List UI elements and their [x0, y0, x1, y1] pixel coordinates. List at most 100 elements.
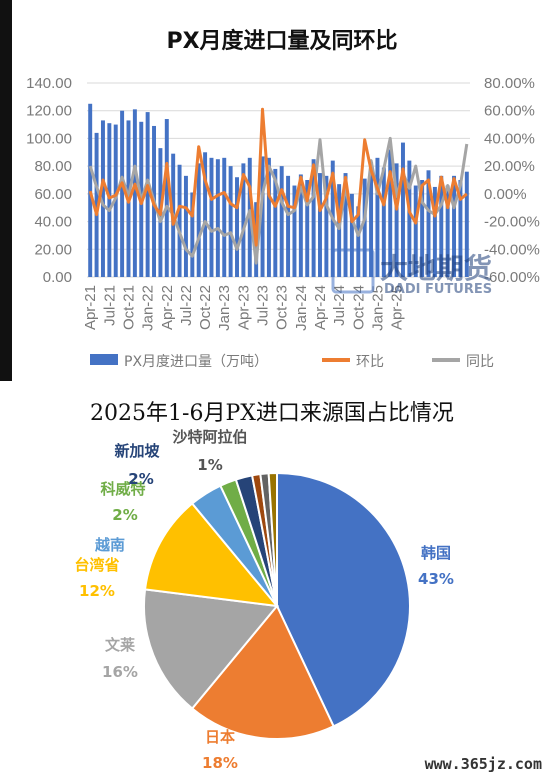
- right-tick-label: 20.00%: [484, 158, 535, 175]
- import-bar: [260, 156, 265, 277]
- chart1-title: PX月度进口量及同环比: [166, 28, 397, 54]
- import-bar: [400, 142, 405, 277]
- import-bar: [369, 161, 374, 277]
- pie-value-label: 2%: [112, 506, 137, 524]
- import-bar: [183, 175, 188, 277]
- import-bar: [222, 157, 227, 277]
- x-tick-label: Jan-25: [369, 285, 386, 331]
- left-tick-label: 0.00: [43, 269, 72, 286]
- import-bar: [215, 159, 220, 277]
- import-bar: [420, 180, 425, 277]
- import-bar: [445, 185, 450, 277]
- pie-slice: [143, 588, 279, 710]
- pie-value-label: 2%: [128, 470, 153, 488]
- import-bar: [228, 166, 233, 277]
- site-watermark: www.365jz.com: [424, 755, 542, 773]
- import-bar: [190, 192, 195, 277]
- import-bar: [324, 175, 329, 277]
- legend-item: PX月度进口量（万吨）: [90, 354, 268, 370]
- import-bar: [298, 174, 303, 277]
- import-bar: [305, 180, 310, 277]
- mom-line: [88, 107, 468, 247]
- import-bar: [394, 163, 399, 277]
- import-bar: [292, 185, 297, 277]
- import-bar: [164, 119, 169, 278]
- import-bar: [94, 132, 99, 277]
- pie-slice: [276, 471, 411, 728]
- chart1-left-axis: 0.00 20.00 40.00 60.00 80.00 100.00 120.00 140.…: [26, 75, 72, 286]
- x-tick-label: Oct-23: [274, 285, 291, 330]
- import-bar: [241, 163, 246, 277]
- import-bar: [177, 164, 182, 277]
- legend-label: PX月度进口量（万吨）: [124, 354, 268, 370]
- legend-label: 环比: [356, 354, 384, 370]
- pie-value-label: 1%: [197, 456, 222, 474]
- watermark: 大地期货 DADI FUTURES: [331, 248, 492, 297]
- left-tick-label: 60.00: [34, 186, 72, 203]
- import-bar: [209, 157, 214, 277]
- right-tick-label: -20.00%: [484, 214, 540, 231]
- chart1-x-axis: Apr-21 Jul-21 Oct-21 Jan-22 Apr-22 Jul-22 Oct-…: [82, 285, 405, 331]
- left-tick-label: 140.00: [26, 75, 72, 92]
- right-tick-label: 40.00%: [484, 130, 535, 147]
- import-bar: [273, 168, 278, 277]
- pie-value-label: 43%: [418, 570, 454, 588]
- legend-label: 同比: [466, 354, 494, 370]
- x-tick-label: Apr-22: [159, 285, 176, 330]
- right-tick-label: -60.00%: [484, 269, 540, 286]
- import-bar: [132, 109, 137, 277]
- pie-value-label: 12%: [79, 582, 115, 600]
- left-tick-label: 100.00: [26, 130, 72, 147]
- import-bar: [458, 180, 463, 277]
- import-bar: [356, 206, 361, 277]
- import-bar: [235, 177, 239, 277]
- import-bar: [388, 149, 393, 277]
- right-tick-label: 80.00%: [484, 75, 535, 92]
- import-bar: [279, 166, 284, 277]
- pie-slice: [267, 471, 278, 607]
- x-tick-label: Jul-24: [331, 285, 348, 326]
- import-bar: [381, 167, 386, 277]
- pie-value-label: 16%: [102, 663, 138, 681]
- left-tick-label: 40.00: [34, 214, 72, 231]
- pie-slice: [143, 502, 280, 608]
- pie-category-label: 科威特: [100, 480, 145, 498]
- chart1-lines: [88, 107, 469, 265]
- left-tick-label: 120.00: [26, 103, 72, 120]
- import-bar: [88, 103, 93, 278]
- x-tick-label: Apr-25: [389, 285, 406, 330]
- x-tick-label: Apr-21: [82, 285, 99, 330]
- x-tick-label: Oct-24: [350, 285, 367, 330]
- import-bar: [464, 171, 469, 277]
- x-tick-label: Jul-23: [255, 285, 272, 326]
- pie-category-label: 日本: [205, 728, 235, 746]
- chart1-right-axis: -60.00% -40.00% -20.00% 0.00% 20.00% 40.00% 60…: [484, 75, 540, 286]
- px-source-pie-chart: 2025年1-6月PX进口来源国占比情况 韩国 43% 日本 18% 文莱 16% 台湾省 1…: [74, 401, 454, 772]
- watermark-logo-icon: [331, 248, 375, 294]
- chart2-title: 2025年1-6月PX进口来源国占比情况: [90, 401, 454, 426]
- import-bar: [318, 173, 322, 277]
- import-bar: [100, 120, 105, 278]
- x-tick-label: Jul-22: [178, 285, 195, 326]
- import-bar: [145, 112, 150, 277]
- watermark-cn: 大地期货: [380, 252, 492, 285]
- pie-category-label: 韩国: [421, 544, 451, 562]
- right-tick-label: -40.00%: [484, 241, 540, 258]
- import-bar: [362, 178, 367, 277]
- legend-item: 环比: [322, 354, 384, 370]
- import-bar: [286, 175, 291, 277]
- import-bar: [407, 160, 412, 277]
- import-bar: [107, 123, 112, 277]
- x-tick-label: Apr-24: [312, 285, 329, 330]
- pie-category-label: 新加坡: [114, 442, 159, 460]
- px-import-chart: PX月度进口量及同环比 0.00 20.00 40.00 60.00 80.00 100.…: [26, 28, 540, 370]
- right-tick-label: 60.00%: [484, 103, 535, 120]
- import-bar: [439, 175, 444, 277]
- import-bar: [120, 110, 125, 277]
- import-bar: [266, 157, 271, 277]
- import-bar: [413, 185, 418, 277]
- x-tick-label: Jan-23: [216, 285, 233, 331]
- x-tick-label: Apr-23: [235, 285, 252, 330]
- pie-category-label: 沙特阿拉伯: [172, 428, 247, 446]
